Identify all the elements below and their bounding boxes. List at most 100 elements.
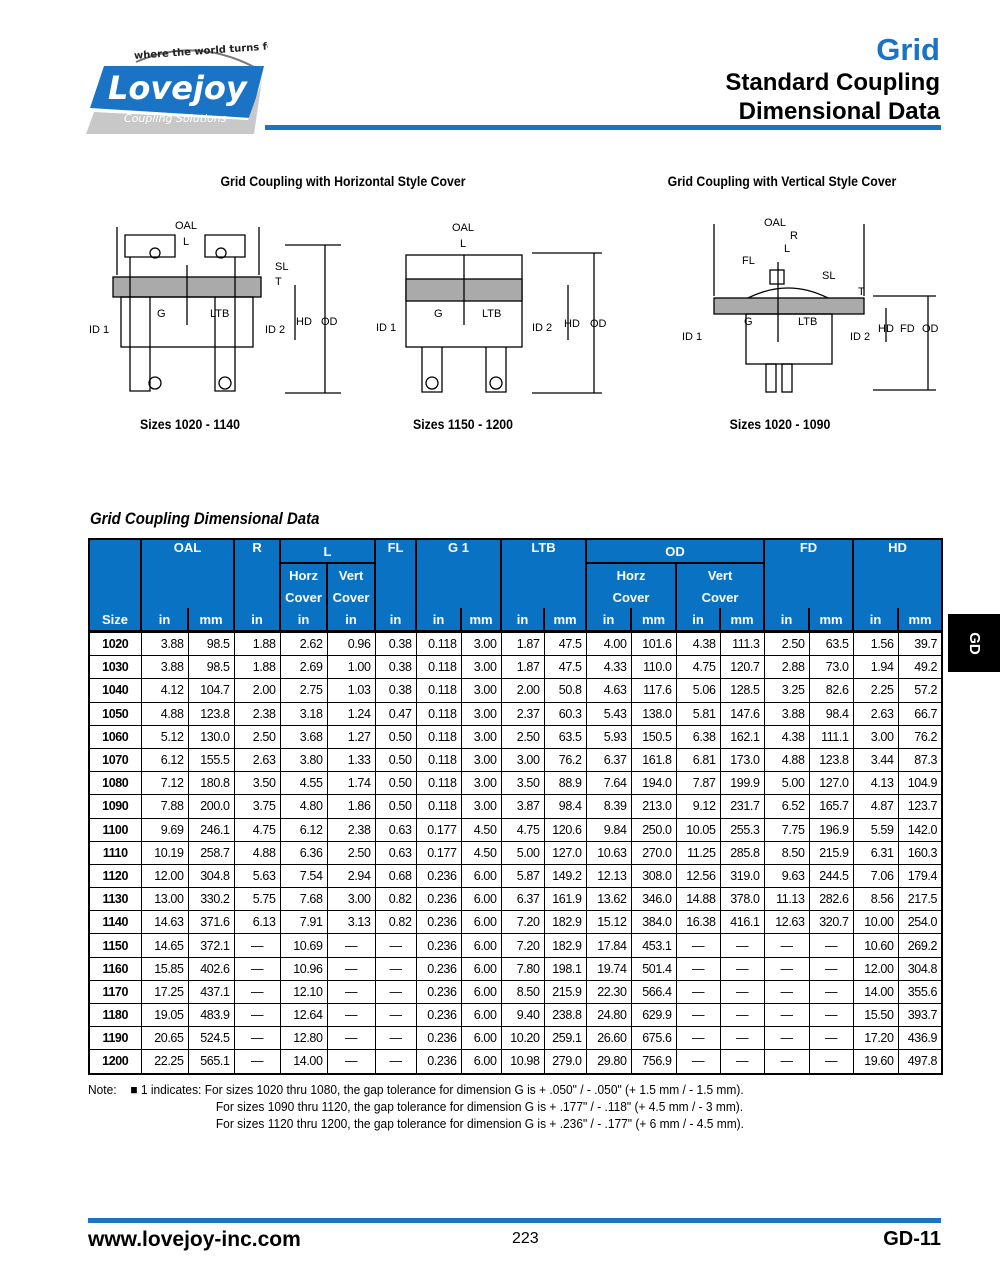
table-row: 1190 20.65 524.5—12.80— —0.236 6.00 10.20 259.…	[88, 1026, 943, 1051]
value-cell: 5.75	[233, 887, 281, 912]
value-cell: 4.75	[500, 817, 545, 842]
value-cell: 111.3	[719, 630, 765, 657]
value-cell: 3.50	[500, 771, 545, 796]
value-cell: 17.25	[140, 979, 189, 1005]
logo-brand: Lovejoy	[108, 69, 248, 107]
value-cell: —	[719, 1026, 765, 1051]
unit-header: in	[415, 608, 463, 633]
value-cell: 160.3	[897, 840, 943, 865]
svg-text:ID 1: ID 1	[682, 331, 702, 343]
value-cell: 12.10	[279, 979, 328, 1005]
note-line: 1 indicates: For sizes 1020 thru 1080, t…	[140, 1082, 744, 1097]
value-cell: —	[675, 956, 721, 981]
value-cell: 250.0	[630, 817, 677, 842]
value-cell: 4.75	[233, 817, 281, 842]
header-g1: G 1	[415, 539, 503, 608]
svg-text:OAL: OAL	[764, 217, 786, 229]
value-cell: —	[326, 1002, 376, 1028]
value-cell: 120.7	[719, 655, 765, 680]
value-cell: 66.7	[897, 701, 943, 726]
value-cell: 24.80	[585, 1002, 632, 1028]
unit-header: in	[585, 608, 633, 633]
value-cell: 10.60	[852, 933, 899, 958]
value-cell: 98.5	[187, 630, 235, 657]
table-row: 1040 4.12 104.7 2.00 2.75 1.03 0.38 0.118 3.00 2.…	[88, 678, 943, 703]
value-cell: 2.38	[233, 701, 281, 726]
value-cell: 3.00	[460, 771, 502, 796]
svg-text:LTB: LTB	[798, 316, 817, 328]
size-cell: 1060	[88, 724, 142, 749]
value-cell: 14.88	[675, 887, 721, 912]
value-cell: 5.00	[500, 840, 545, 865]
value-cell: —	[326, 1049, 376, 1075]
table-row: 1120 12.00 304.8 5.63 7.54 2.94 0.68 0.236 6.00 5…	[88, 863, 943, 889]
value-cell: 194.0	[630, 771, 677, 796]
value-cell: 19.60	[852, 1049, 899, 1075]
value-cell: —	[763, 1026, 810, 1051]
value-cell: 453.1	[630, 933, 677, 958]
value-cell: 0.50	[374, 771, 417, 796]
value-cell: —	[675, 979, 721, 1005]
unit-header: mm	[460, 608, 503, 633]
table-row: 1030 3.88 98.5 1.88 2.69 1.00 0.38 0.118 3.00 1.8…	[88, 655, 943, 680]
value-cell: 3.87	[500, 794, 545, 819]
value-cell: 0.177	[415, 817, 462, 842]
header-fd: FD	[763, 539, 855, 608]
svg-text:SL: SL	[822, 270, 835, 282]
unit-header: mm	[719, 608, 766, 633]
units-row: Size in mm in in in in in mm in mm in mm in mm in mm in mm	[88, 608, 944, 633]
value-cell: 304.8	[897, 956, 943, 981]
sizes-label-2: Sizes 1150 - 1200	[412, 416, 514, 432]
value-cell: 15.85	[140, 956, 189, 981]
value-cell: 6.36	[279, 840, 328, 865]
footer-rule	[88, 1218, 941, 1223]
footer-url[interactable]: www.lovejoy-inc.com	[88, 1228, 301, 1251]
value-cell: 10.63	[585, 840, 632, 865]
svg-text:T: T	[858, 286, 865, 298]
lovejoy-logo: where the world turns for Lovejoy Coupli…	[86, 41, 268, 134]
value-cell: —	[326, 979, 376, 1005]
value-cell: 63.5	[543, 724, 587, 749]
value-cell: 14.00	[279, 1049, 328, 1075]
value-cell: 7.20	[500, 933, 545, 958]
size-cell: 1160	[88, 956, 142, 981]
size-cell: 1200	[88, 1049, 142, 1075]
value-cell: 5.81	[675, 701, 721, 726]
size-cell: 1070	[88, 747, 142, 773]
value-cell: 0.236	[415, 1026, 462, 1051]
value-cell: 3.75	[233, 794, 281, 819]
value-cell: 5.93	[585, 724, 632, 749]
value-cell: 0.47	[374, 701, 417, 726]
value-cell: 436.9	[897, 1026, 943, 1051]
value-cell: 15.50	[852, 1002, 899, 1028]
value-cell: 123.8	[808, 747, 854, 773]
value-cell: —	[763, 1002, 810, 1028]
value-cell: 756.9	[630, 1049, 677, 1075]
value-cell: 13.00	[140, 887, 189, 912]
value-cell: 10.19	[140, 840, 189, 865]
table-row: 1140 14.63 371.6 6.13 7.91 3.13 0.82 0.236 6.00 7…	[88, 910, 943, 935]
value-cell: 3.44	[852, 747, 899, 773]
value-cell: 217.5	[897, 887, 943, 912]
value-cell: 47.5	[543, 630, 587, 657]
sizes-label-1: Sizes 1020 - 1140	[139, 416, 241, 432]
header-od: OD	[585, 539, 766, 564]
value-cell: 8.50	[763, 840, 810, 865]
value-cell: 0.236	[415, 863, 462, 889]
size-cell: 1120	[88, 863, 142, 889]
table-row: 1170 17.25 437.1—12.10— —0.236 6.00 8.50 215.9…	[88, 979, 943, 1005]
value-cell: 0.118	[415, 794, 462, 819]
value-cell: 371.6	[187, 910, 235, 935]
value-cell: —	[675, 933, 721, 958]
value-cell: 246.1	[187, 817, 235, 842]
value-cell: 47.5	[543, 655, 587, 680]
value-cell: 123.8	[187, 701, 235, 726]
value-cell: 1.03	[326, 678, 376, 703]
value-cell: 9.40	[500, 1002, 545, 1028]
value-cell: 0.236	[415, 979, 462, 1005]
value-cell: 0.118	[415, 724, 462, 749]
value-cell: 1.86	[326, 794, 376, 819]
value-cell: 19.74	[585, 956, 632, 981]
value-cell: 355.6	[897, 979, 943, 1005]
table-row: 1090 7.88 200.0 3.75 4.80 1.86 0.50 0.118 3.00 3.…	[88, 794, 943, 819]
